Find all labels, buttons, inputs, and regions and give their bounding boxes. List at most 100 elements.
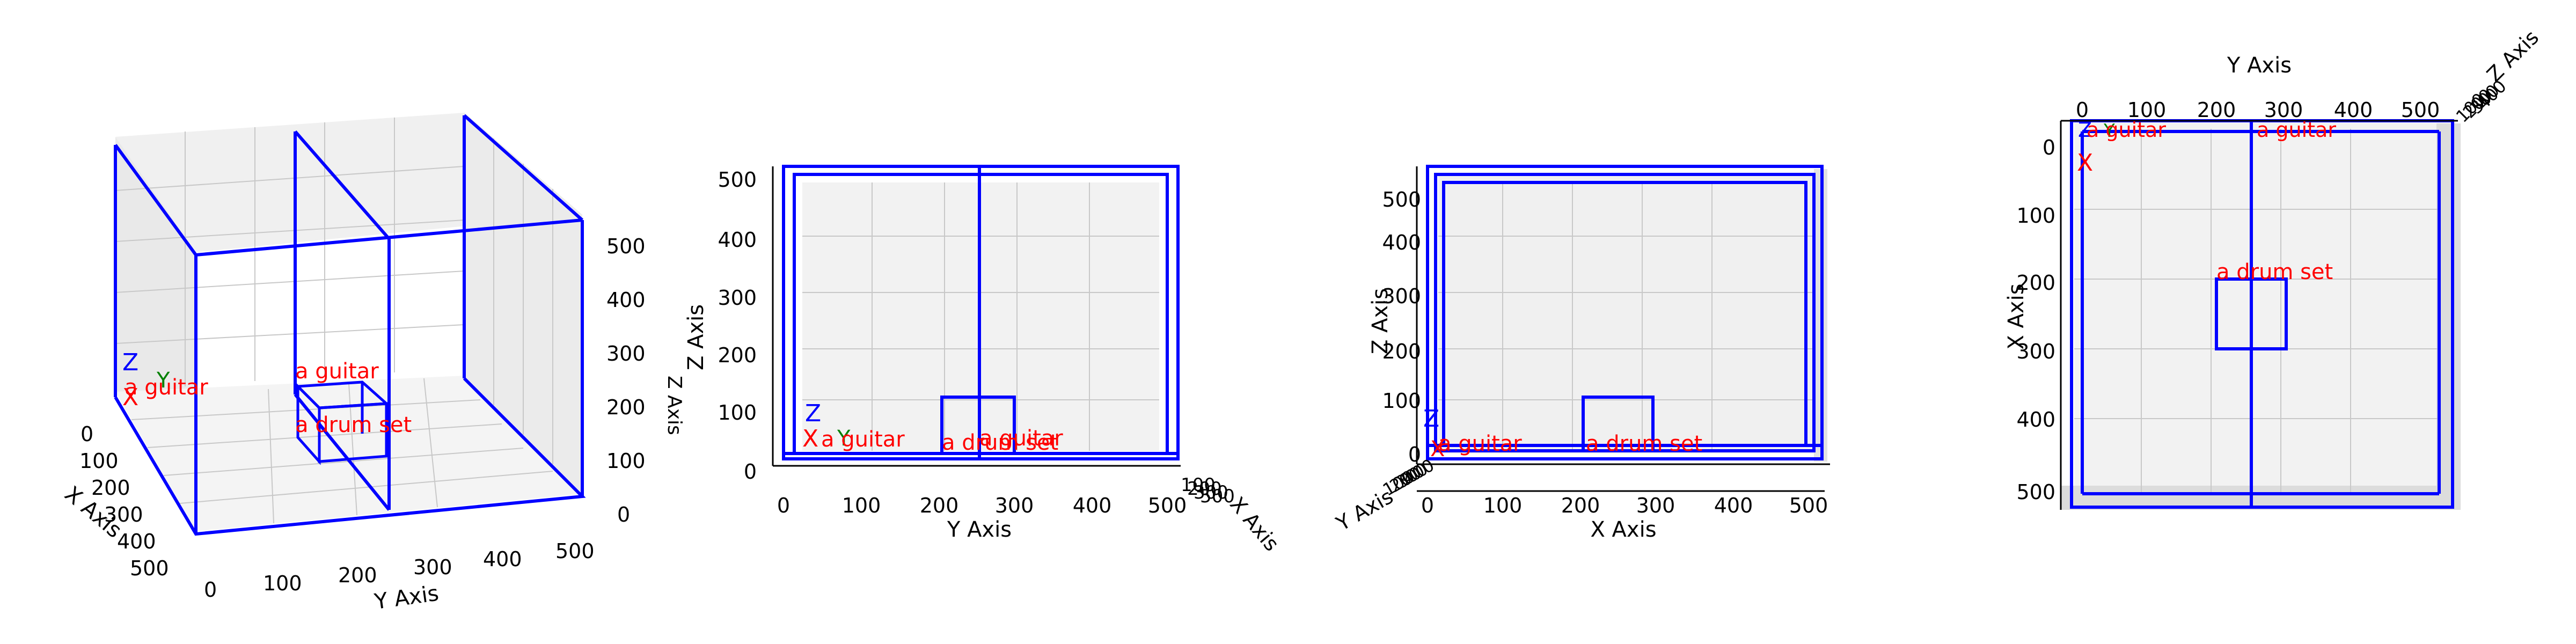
z-axis-ticks: 0 100 200 300 400 500 <box>606 235 646 526</box>
z-tick: 200 <box>1382 340 1421 363</box>
y-tick: 400 <box>1073 494 1112 517</box>
y-tick: 300 <box>413 555 452 579</box>
y-tick: 200 <box>338 564 377 587</box>
grid-lines <box>2074 129 2439 494</box>
x-axis-ticks: 0 100 200 300 400 500 <box>2016 136 2055 504</box>
y-axis-label: Y Axis <box>947 517 1012 542</box>
x-axis-label: X Axis <box>1225 493 1284 556</box>
z-tick: 200 <box>606 396 646 419</box>
x-axis-label: X Axis <box>1590 517 1656 542</box>
x-tick: 200 <box>1561 494 1600 517</box>
x-tick: 100 <box>1181 474 1216 496</box>
pane-floor <box>115 376 582 531</box>
z-tick: 400 <box>1382 231 1421 254</box>
z-tick: 500 <box>1382 188 1421 211</box>
drum-set-box <box>2215 277 2288 350</box>
y-axis-ticks: 0 100 200 300 400 500 <box>777 494 1187 517</box>
z-tick: 100 <box>718 401 757 425</box>
drum-set-box <box>1582 396 1655 452</box>
guitar-label-origin: a guitar <box>2087 118 2166 142</box>
z-tick: 500 <box>606 235 646 258</box>
drum-set-label: a drum set <box>1586 431 1702 456</box>
y-tick: 100 <box>2127 98 2167 122</box>
z-tick: 100 <box>1382 389 1421 413</box>
x-tick: 200 <box>1187 478 1222 500</box>
y-tick: 0 <box>204 578 217 602</box>
x-tick: 200 <box>2016 271 2055 295</box>
x-tick: 200 <box>91 476 130 500</box>
z-tick: 400 <box>718 228 757 252</box>
z-tick: 100 <box>606 449 646 473</box>
y-marker: Y <box>2103 120 2115 142</box>
y-tick: 0 <box>2076 98 2089 122</box>
z-axis-ticks: 0 100 200 300 400 500 <box>718 168 757 484</box>
y-tick: 500 <box>1148 494 1187 517</box>
x-tick: 100 <box>1483 494 1523 517</box>
x-tick: 300 <box>104 503 143 526</box>
z-axis-label: Z Axis <box>2482 26 2543 87</box>
x-tick: 400 <box>1714 494 1753 517</box>
y-axis-ticks: 0 100 200 300 400 500 <box>2076 98 2440 122</box>
panel-top: Z Y X a guitar a guitar a drum set 0 100… <box>2004 26 2543 510</box>
z-tick: 0 <box>1408 443 1421 466</box>
pane-back <box>1438 174 1814 453</box>
panel-front: Z X Y a guitar a drum set a guitar 0 100… <box>684 165 1284 556</box>
x-tick: 0 <box>1421 494 1434 517</box>
z-tick: 300 <box>1382 284 1421 308</box>
x-tick: 100 <box>79 449 119 473</box>
y-marker: Y <box>156 368 170 393</box>
grid-lines <box>115 118 553 524</box>
x-tick: 500 <box>2016 480 2055 504</box>
y-axis-label: Y Axis <box>372 581 440 614</box>
x-tick: 0 <box>80 422 93 446</box>
y-tick: 400 <box>2334 98 2373 122</box>
y-tick: 0 <box>777 494 790 517</box>
x-marker: X <box>802 425 818 452</box>
x-tick: 500 <box>130 557 169 580</box>
room-box <box>114 114 586 536</box>
x-tick: 100 <box>2016 204 2055 228</box>
z-axis-label: Z Axis <box>1368 288 1393 354</box>
guitar-label-origin: a guitar <box>125 375 208 400</box>
drum-set-box <box>940 396 1016 455</box>
z-marker: Z <box>2078 118 2092 142</box>
x-tick: 300 <box>1636 494 1675 517</box>
y-axis-label: Y Axis <box>2227 53 2292 78</box>
panel-perspective: Z Y X a guitar a guitar a drum set 0 100… <box>60 113 685 614</box>
guitar-label-origin: a guitar <box>1438 431 1522 456</box>
guitar-label-center: a guitar <box>979 426 1063 451</box>
x-axis-label: X Axis <box>2004 283 2029 349</box>
z-tick: 500 <box>718 168 757 192</box>
z-axis-label: Z Axis <box>663 376 685 435</box>
z-tick: 400 <box>606 288 646 312</box>
z-marker: Z <box>122 349 138 376</box>
x-tick: 300 <box>1194 482 1228 503</box>
pane-back <box>2074 121 2455 496</box>
y-tick: 100 <box>263 572 302 595</box>
z-marker: Z <box>805 400 821 427</box>
z-axis-label: Z Axis <box>684 304 708 370</box>
drum-set-label: a drum set <box>942 430 1058 455</box>
x-axis-ticks-collapsed: 100 200 300 500 <box>1181 474 1235 507</box>
drum-set-label: a drum set <box>2216 260 2333 284</box>
x-marker: X <box>122 384 138 411</box>
panel-side: Z X a guitar a drum set 0 100 200 300 40… <box>1332 165 1830 542</box>
z-tick: 0 <box>617 503 630 526</box>
grid-lines <box>1438 182 1814 451</box>
x-axis-ticks: 0 100 200 300 400 500 <box>79 422 169 580</box>
x-marker: X <box>2077 149 2093 177</box>
y-tick: 100 <box>842 494 881 517</box>
guitar-label-origin: a guitar <box>821 427 905 452</box>
y-tick: 200 <box>2197 98 2236 122</box>
drum-set-box <box>295 380 390 465</box>
y-axis-label: Y Axis <box>1332 485 1397 536</box>
x-marker: X <box>1430 437 1445 462</box>
x-axis-ticks: 0 100 200 300 400 500 <box>1421 494 1828 517</box>
y-tick: 400 <box>483 547 522 571</box>
y-tick: 300 <box>2264 98 2303 122</box>
z-marker: Z <box>1423 405 1439 433</box>
x-tick: 400 <box>2016 408 2055 431</box>
drum-set-label: a drum set <box>295 413 412 437</box>
x-tick: 500 <box>1789 494 1828 517</box>
